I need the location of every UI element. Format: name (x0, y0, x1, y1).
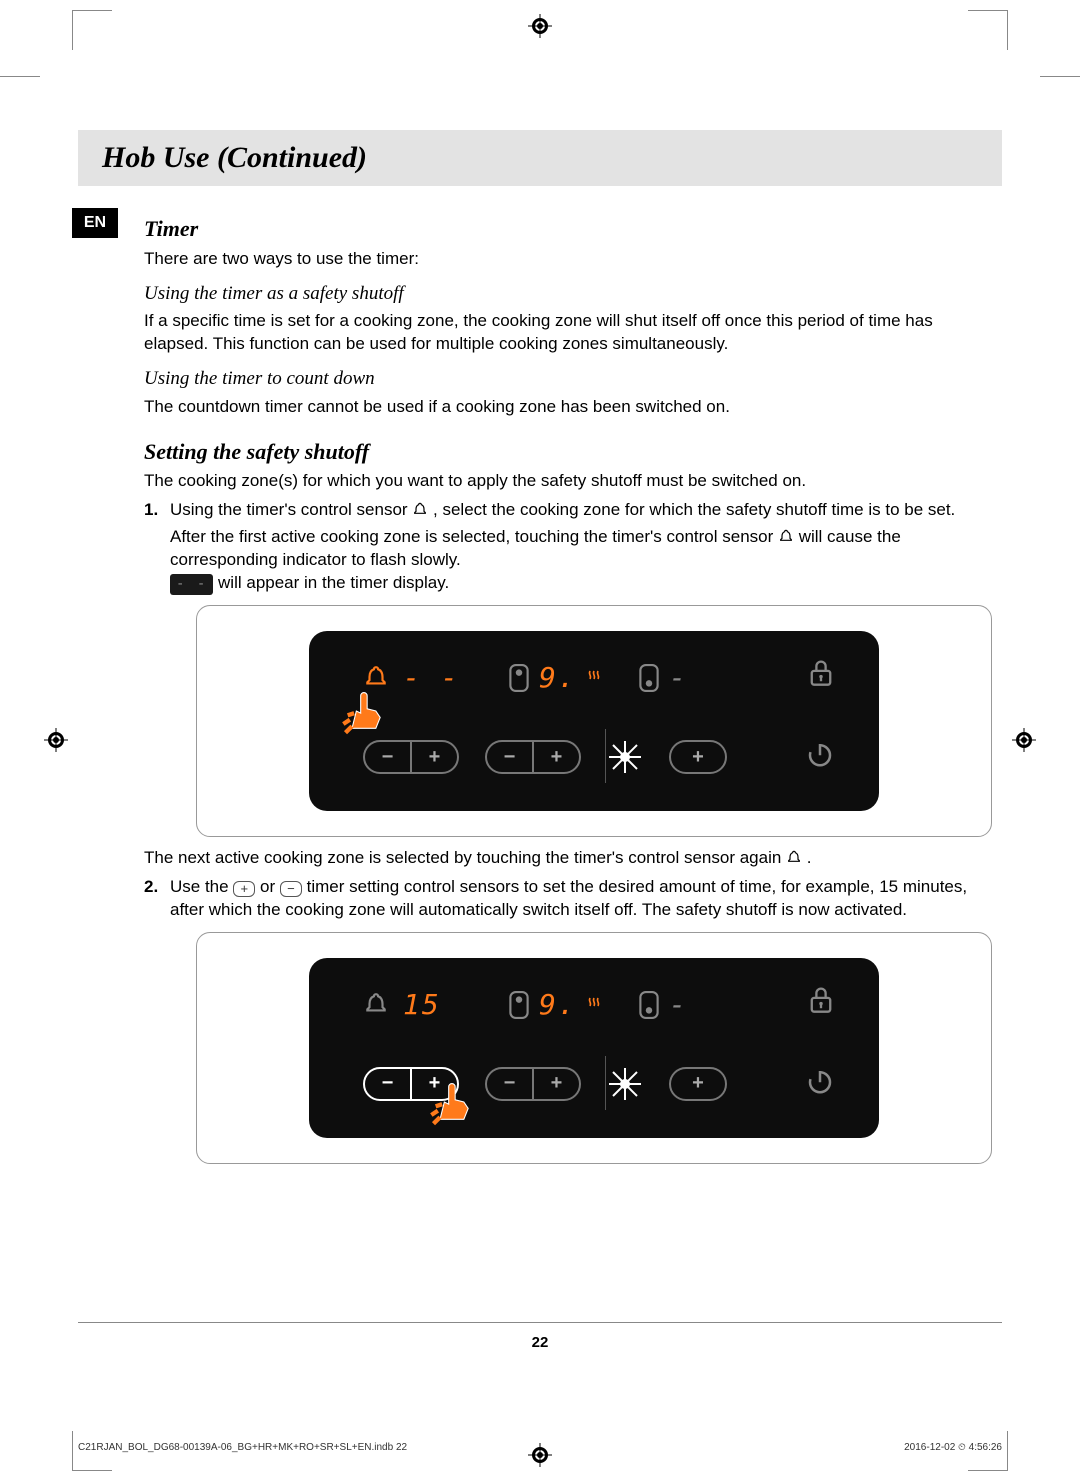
plus-button-icon: + (233, 881, 255, 897)
timer-display: - - (403, 659, 460, 697)
timer-heading: Timer (144, 214, 992, 244)
step1-display-note: will appear in the timer display. (218, 573, 449, 592)
zone-indicator-icon (639, 664, 659, 692)
timer-display-sample: - - (170, 574, 213, 595)
next-zone-text-a: The next active cooking zone is selected… (144, 848, 786, 867)
control-panel-figure-2: 15 9. - (196, 932, 992, 1164)
setting-heading: Setting the safety shutoff (144, 437, 992, 467)
minus-button[interactable]: − (365, 1070, 410, 1097)
zone2-plus-button[interactable]: + (669, 740, 727, 774)
panel-divider (605, 729, 606, 783)
registration-mark-icon (1012, 728, 1036, 752)
minus-button[interactable]: − (487, 744, 532, 771)
page-content: Hob Use (Continued) EN Timer There are t… (78, 130, 1002, 1371)
section-title: Hob Use (Continued) (102, 141, 367, 175)
zone-indicator-icon (639, 991, 659, 1019)
control-panel-figure-1: - - 9. (196, 605, 992, 837)
footer-metadata: C21RJAN_BOL_DG68-00139A-06_BG+HR+MK+RO+S… (78, 1442, 1002, 1453)
bell-icon (412, 502, 428, 518)
step2-text-a: Use the (170, 877, 233, 896)
zone2-display: - (669, 986, 688, 1024)
countdown-subheading: Using the timer to count down (144, 366, 992, 392)
burst-icon (607, 1066, 643, 1102)
footer-rule (78, 1322, 1002, 1323)
power-icon[interactable] (805, 1066, 835, 1096)
control-panel: 15 9. - (309, 958, 879, 1138)
hand-pointer-icon (339, 685, 391, 737)
step1-text-a: Using the timer's control sensor (170, 500, 412, 519)
zone1-display: 9. (539, 986, 577, 1024)
heat-wave-icon (587, 996, 601, 1014)
plus-button[interactable]: + (412, 744, 457, 771)
safety-shutoff-text: If a specific time is set for a cooking … (144, 310, 992, 356)
zone1-display: 9. (539, 659, 577, 697)
power-icon[interactable] (805, 739, 835, 769)
step-number: 1. (144, 499, 158, 522)
crop-side-mark (1040, 76, 1080, 77)
step1-after-a: After the first active cooking zone is s… (170, 527, 778, 546)
lock-icon (807, 657, 835, 687)
step2-text-b: or (260, 877, 280, 896)
plus-button[interactable]: + (534, 1070, 579, 1097)
step-2: 2. Use the + or − timer setting control … (144, 876, 992, 1164)
page-number: 22 (78, 1334, 1002, 1351)
control-panel: - - 9. (309, 631, 879, 811)
timer-intro: There are two ways to use the timer: (144, 248, 992, 271)
timer-display: 15 (403, 986, 441, 1024)
language-tab: EN (72, 208, 118, 238)
crop-side-mark (0, 76, 40, 77)
zone-indicator-icon (509, 991, 529, 1019)
minus-button[interactable]: − (487, 1070, 532, 1097)
safety-shutoff-subheading: Using the timer as a safety shutoff (144, 281, 992, 307)
footer-timestamp: 2016-12-02 ⏲ 4:56:26 (904, 1442, 1002, 1453)
registration-mark-icon (44, 728, 68, 752)
section-title-band: Hob Use (Continued) (78, 130, 1002, 186)
bell-icon (786, 850, 802, 866)
hand-pointer-icon (427, 1076, 479, 1128)
minus-button[interactable]: − (365, 744, 410, 771)
zone1-adjust-buttons: −+ (485, 740, 581, 774)
next-zone-text-b: . (807, 848, 812, 867)
footer-file: C21RJAN_BOL_DG68-00139A-06_BG+HR+MK+RO+S… (78, 1442, 407, 1453)
registration-mark-icon (528, 14, 552, 38)
language-code: EN (84, 214, 106, 232)
step1-text-b: , select the cooking zone for which the … (433, 500, 955, 519)
lock-icon (807, 984, 835, 1014)
minus-button-icon: − (280, 881, 302, 897)
zone2-plus-button[interactable]: + (669, 1067, 727, 1101)
heat-wave-icon (587, 669, 601, 687)
zone-indicator-icon (509, 664, 529, 692)
step-1: 1. Using the timer's control sensor , se… (144, 499, 992, 870)
bell-icon (778, 529, 794, 545)
countdown-text: The countdown timer cannot be used if a … (144, 396, 992, 419)
zone1-adjust-buttons: −+ (485, 1067, 581, 1101)
bell-icon (363, 992, 389, 1018)
burst-icon (607, 739, 643, 775)
step-number: 2. (144, 876, 158, 899)
timer-adjust-buttons: −+ (363, 740, 459, 774)
panel-divider (605, 1056, 606, 1110)
zone2-display: - (669, 659, 688, 697)
plus-button[interactable]: + (534, 744, 579, 771)
setting-intro: The cooking zone(s) for which you want t… (144, 470, 992, 493)
